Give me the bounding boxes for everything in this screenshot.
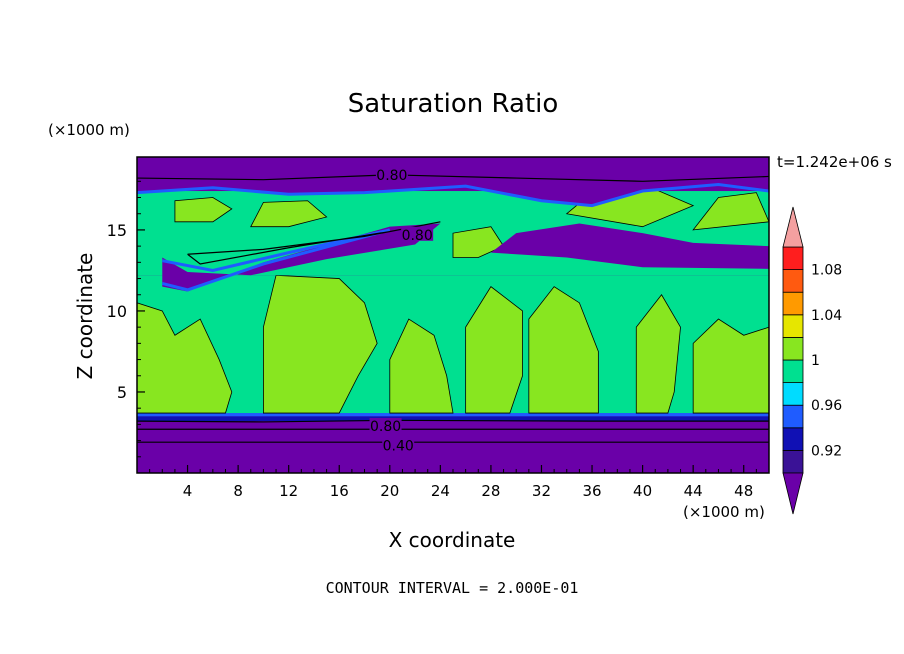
contour-label-bg <box>382 437 415 452</box>
contour-label-bg <box>375 166 408 181</box>
y-tick-label: 10 <box>107 302 127 321</box>
colorbar: 0.92 0.96 1 1.04 1.08 <box>782 206 842 515</box>
lime-region <box>262 274 378 414</box>
lime-region <box>528 286 599 414</box>
colorbar-over-arrow <box>782 206 804 248</box>
lime-region <box>635 294 681 414</box>
x-tick-label: 16 <box>330 482 349 500</box>
colorbar-label: 1 <box>811 353 820 369</box>
x-tick-label: 32 <box>532 482 551 500</box>
colorbar-cell <box>782 269 804 293</box>
x-axis-label: X coordinate <box>389 528 516 552</box>
x-tick-label: 12 <box>279 482 298 500</box>
y-tick-label: 5 <box>117 383 127 402</box>
y-tick-label: 15 <box>107 221 127 240</box>
y-unit-label: (×1000 m) <box>48 121 130 139</box>
x-tick-label: 8 <box>233 482 243 500</box>
colorbar-cell <box>782 382 804 406</box>
chart-title: Saturation Ratio <box>348 89 559 119</box>
colorbar-label: 1.08 <box>811 263 842 279</box>
lime-region <box>389 318 454 414</box>
lime-region <box>465 286 523 414</box>
y-axis-label: Z coordinate <box>73 253 97 380</box>
contour-label: 0.40 <box>383 438 414 454</box>
y-axis: 5 10 15 <box>107 180 145 458</box>
lime-region <box>692 318 769 414</box>
colorbar-cell <box>782 246 804 271</box>
blue-edge-left <box>161 228 391 292</box>
time-label: t=1.242e+06 s <box>777 153 892 171</box>
colorbar-label: 0.96 <box>811 398 842 414</box>
contour-label-bg <box>401 226 434 241</box>
lower-band-dark-blue <box>137 416 769 422</box>
x-tick-label: 48 <box>734 482 753 500</box>
contour-label: 0.80 <box>376 168 407 184</box>
contour-label-bg <box>369 418 402 433</box>
top-blue-edge <box>137 183 769 208</box>
colorbar-label: 0.92 <box>811 443 842 459</box>
purple-streak-right <box>490 223 769 269</box>
colorbar-cell <box>782 449 804 474</box>
x-tick-label: 44 <box>684 482 703 500</box>
x-tick-label: 24 <box>431 482 450 500</box>
x-tick-label: 36 <box>582 482 601 500</box>
lime-region <box>137 302 233 414</box>
colorbar-under-arrow <box>782 472 804 515</box>
contour-label: 0.80 <box>402 228 433 244</box>
plot-field: 0.80 0.80 0.80 0.40 <box>137 157 769 473</box>
contour-line-streak <box>187 221 441 265</box>
contour-interval-note: CONTOUR INTERVAL = 2.000E-01 <box>326 579 579 597</box>
x-tick-label: 4 <box>183 482 193 500</box>
x-tick-label: 40 <box>633 482 652 500</box>
x-axis: 4 8 12 16 20 24 28 32 36 40 44 48 <box>149 465 757 500</box>
x-tick-label: 20 <box>380 482 399 500</box>
colorbar-label: 1.04 <box>811 308 842 324</box>
contour-line-top <box>137 174 769 182</box>
lower-band-blue <box>137 413 769 417</box>
upper-lime-region <box>692 192 769 231</box>
colorbar-cell <box>782 404 804 429</box>
colorbar-cell <box>782 314 804 338</box>
upper-lime-region <box>250 200 328 228</box>
contour-label: 0.80 <box>370 419 401 435</box>
upper-lime-region <box>452 226 505 258</box>
colorbar-cell <box>782 291 804 316</box>
colorbar-cell <box>782 359 804 384</box>
colorbar-cell <box>782 427 804 451</box>
x-unit-label: (×1000 m) <box>683 503 765 521</box>
x-tick-label: 28 <box>481 482 500 500</box>
colorbar-cell <box>782 336 804 361</box>
upper-lime-region <box>174 197 233 223</box>
